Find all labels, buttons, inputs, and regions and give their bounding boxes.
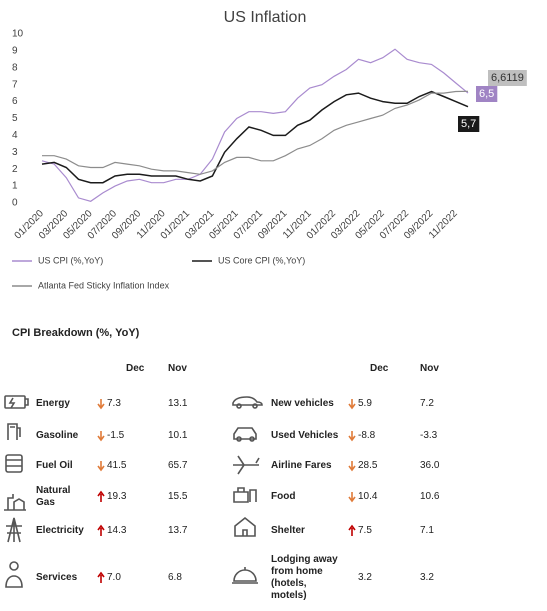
value-label-box bbox=[488, 70, 527, 86]
icons bbox=[4, 395, 356, 588]
value-label: 6,5 bbox=[479, 88, 494, 100]
trend-arrow-up bbox=[97, 524, 105, 536]
trend-arrow-down bbox=[348, 461, 356, 472]
nov-value: -3.3 bbox=[420, 430, 438, 441]
nov-value: 6.8 bbox=[168, 572, 182, 583]
value-label: 5,7 bbox=[461, 118, 476, 130]
y-tick-label: 7 bbox=[12, 79, 18, 90]
icon-set bbox=[4, 395, 263, 588]
chart-title: US Inflation bbox=[224, 9, 307, 26]
nov-value: 10.6 bbox=[420, 491, 440, 502]
row-label: Gasoline bbox=[36, 430, 79, 441]
series-line bbox=[41, 48, 469, 202]
trend-arrow-up bbox=[348, 524, 356, 536]
y-tick-label: 6 bbox=[12, 96, 18, 107]
value-label: 6,6119 bbox=[491, 72, 524, 84]
column-header: Dec bbox=[126, 363, 145, 374]
table-title: CPI Breakdown (%, YoY) bbox=[12, 327, 140, 339]
dec-value: 14.3 bbox=[107, 525, 127, 536]
nov-value: 7.2 bbox=[420, 398, 434, 409]
trend-arrow-down bbox=[348, 492, 356, 503]
dec-value: 3.2 bbox=[358, 572, 372, 583]
column-header: Nov bbox=[420, 363, 439, 374]
dec-value: 5.9 bbox=[358, 398, 372, 409]
column-header: Dec bbox=[370, 363, 389, 374]
legend-label: US CPI (%,YoY) bbox=[38, 255, 103, 265]
row-label: Airline Fares bbox=[271, 460, 332, 471]
dec-value: 10.4 bbox=[358, 491, 378, 502]
nov-value: 7.1 bbox=[420, 525, 434, 536]
nov-value: 10.1 bbox=[168, 430, 188, 441]
series-line bbox=[41, 90, 469, 184]
dec-value: 41.5 bbox=[107, 460, 127, 471]
trend-arrow-down bbox=[97, 431, 105, 442]
trend-arrow-down bbox=[348, 399, 356, 410]
y-tick-label: 10 bbox=[12, 29, 24, 40]
row-label: Food bbox=[271, 491, 296, 502]
row-label: Services bbox=[36, 572, 78, 583]
nov-value: 65.7 bbox=[168, 460, 188, 471]
y-tick-label: 8 bbox=[12, 62, 18, 73]
dec-value: 28.5 bbox=[358, 460, 378, 471]
nov-value: 15.5 bbox=[168, 491, 188, 502]
dec-value: 7.3 bbox=[107, 398, 121, 409]
value-label-box bbox=[458, 116, 480, 132]
row-label: Electricity bbox=[36, 525, 84, 536]
nov-value: 3.2 bbox=[420, 572, 434, 583]
column-header: Nov bbox=[168, 363, 187, 374]
y-tick-label: 1 bbox=[12, 181, 18, 192]
legend-label: US Core CPI (%,YoY) bbox=[218, 255, 305, 265]
y-tick-label: 5 bbox=[12, 113, 18, 124]
dec-value: -1.5 bbox=[107, 430, 125, 441]
series-line bbox=[42, 90, 469, 175]
trend-arrow-down bbox=[348, 431, 356, 442]
trend-arrow-down bbox=[97, 399, 105, 410]
nov-value: 36.0 bbox=[420, 460, 440, 471]
dec-value: -8.8 bbox=[358, 430, 376, 441]
value-label-box bbox=[476, 86, 498, 102]
y-tick-label: 4 bbox=[12, 130, 18, 141]
y-tick-label: 9 bbox=[12, 46, 18, 57]
row-label: New vehicles bbox=[271, 398, 334, 409]
nov-value: 13.7 bbox=[168, 525, 188, 536]
row-label: Fuel Oil bbox=[36, 460, 73, 471]
chart: US Inflation 01234567891001/202003/20200… bbox=[12, 9, 527, 290]
row-label: Used Vehicles bbox=[271, 430, 339, 441]
y-tick-label: 2 bbox=[12, 164, 18, 175]
y-tick-label: 3 bbox=[12, 147, 18, 158]
y-tick-label: 0 bbox=[12, 198, 18, 209]
dec-value: 7.5 bbox=[358, 525, 372, 536]
legend-label: Atlanta Fed Sticky Inflation Index bbox=[38, 280, 170, 290]
row-label: Shelter bbox=[271, 525, 305, 536]
trend-arrow-up bbox=[97, 490, 105, 502]
trend-arrow-down bbox=[97, 461, 105, 472]
trend-arrow-up bbox=[97, 571, 105, 583]
nov-value: 13.1 bbox=[168, 398, 188, 409]
row-label: Energy bbox=[36, 398, 70, 409]
row-label: Natural Gas bbox=[36, 485, 71, 508]
dec-value: 19.3 bbox=[107, 491, 127, 502]
row-label: Lodging away from home (hotels, motels) bbox=[271, 554, 338, 601]
dec-value: 7.0 bbox=[107, 572, 121, 583]
